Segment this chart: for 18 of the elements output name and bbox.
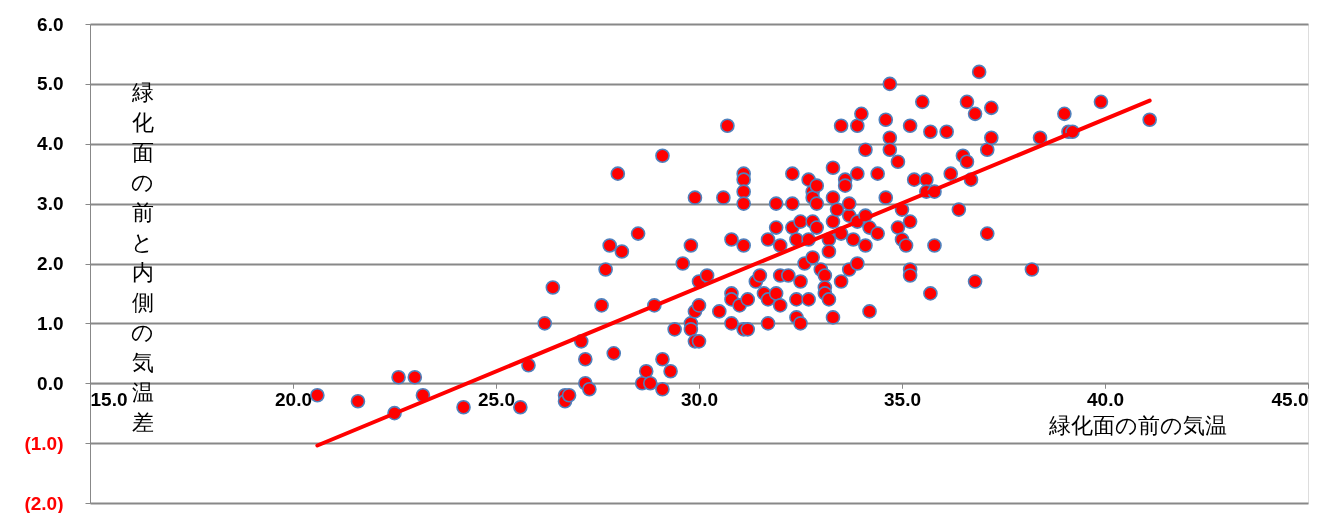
x-tick-label: 25.0 [478,388,515,410]
y-tick-label: 1.0 [37,312,64,334]
y-tick-label: 3.0 [37,193,64,215]
y-tick-label: (1.0) [24,432,64,454]
x-tick-label: 30.0 [681,388,718,410]
x-tick-label: 20.0 [275,388,312,410]
x-axis-title: 緑化面の前の気温 [1047,412,1227,438]
x-tick-label: 15.0 [90,388,128,410]
x-tick-label: 40.0 [1087,388,1124,410]
y-tick-label: 0.0 [37,372,64,394]
text: 緑化面の前と内側の気温差 [131,79,154,435]
x-tick-label: 45.0 [1271,388,1309,410]
y-tick-label: 2.0 [37,253,64,274]
y-tick-label: 6.0 [37,13,64,35]
x-tick-label: 35.0 [884,388,921,410]
y-tick-label: 4.0 [37,133,64,155]
y-tick-label: 5.0 [37,73,64,95]
y-tick-label: (2.0) [24,492,64,513]
